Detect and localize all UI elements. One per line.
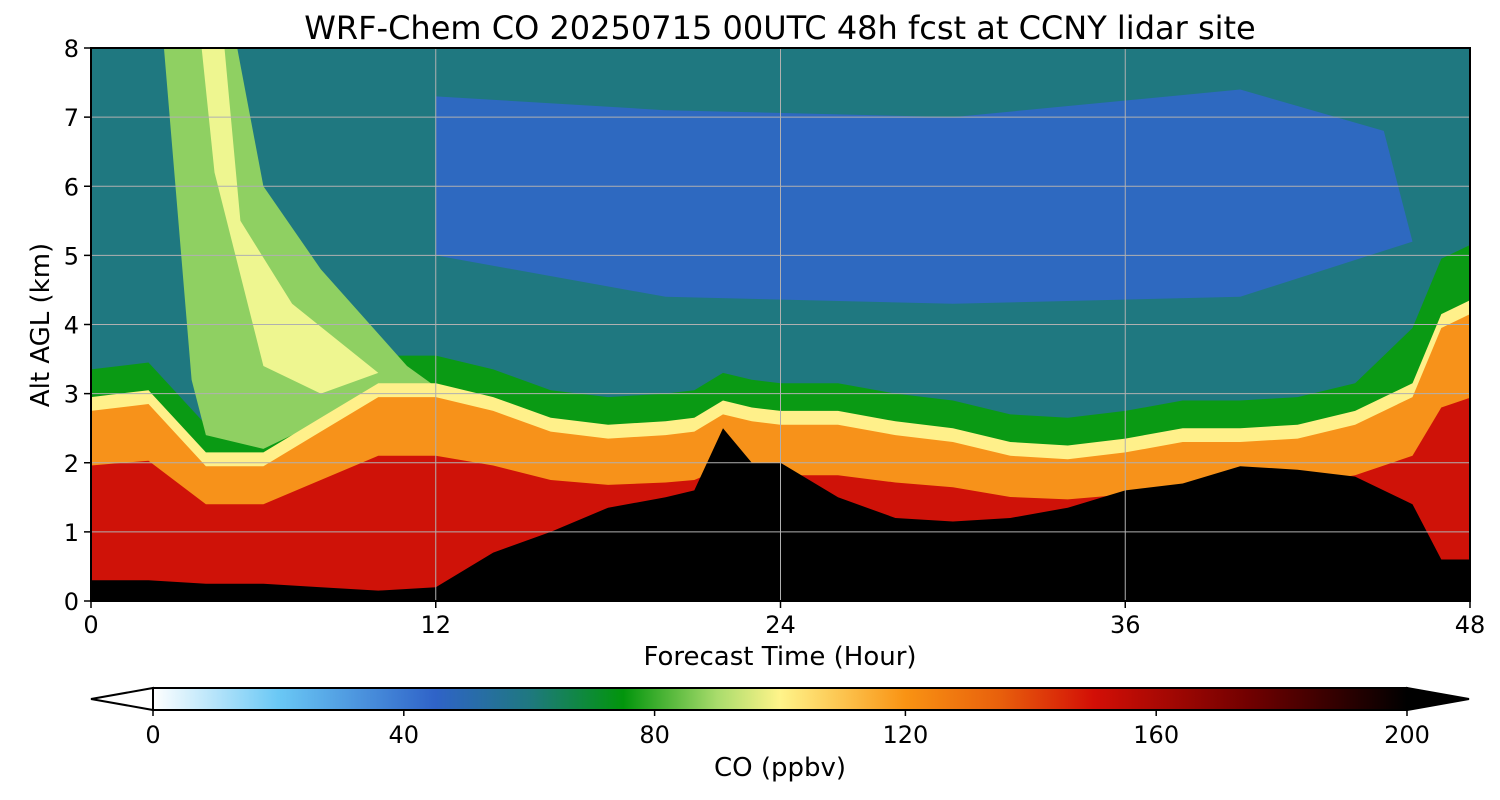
colorbar-tick-label-5: 200	[1384, 721, 1430, 749]
colorbar-tick-label-4: 160	[1133, 721, 1179, 749]
colorbar-label: CO (ppbv)	[714, 753, 846, 783]
free-troposphere-low-co-region	[435, 89, 1413, 304]
colorbar-high-extension	[1406, 686, 1470, 712]
x-axis-label: Forecast Time (Hour)	[643, 642, 916, 672]
y-axis: 0 1 2 3 4 5 6 7 8	[64, 35, 91, 616]
colorbar-body	[153, 688, 1407, 710]
y-tick-label-7: 7	[64, 104, 79, 132]
colorbar-tick-label-3: 120	[882, 721, 928, 749]
y-tick-label-5: 5	[64, 242, 79, 270]
y-tick-label-3: 3	[64, 381, 79, 409]
colorbar-tick-label-1: 40	[389, 721, 420, 749]
x-tick-label-0: 0	[83, 611, 98, 639]
y-tick-label-2: 2	[64, 450, 79, 478]
x-tick-label-3: 36	[1110, 611, 1141, 639]
x-axis: 0 12 24 36 48	[83, 601, 1485, 639]
colorbar: 0 40 80 120 160 200	[90, 686, 1470, 749]
y-tick-label-0: 0	[64, 588, 79, 616]
y-axis-label: Alt AGL (km)	[26, 243, 56, 407]
chart-title: WRF-Chem CO 20250715 00UTC 48h fcst at C…	[304, 9, 1255, 47]
y-tick-label-8: 8	[64, 35, 79, 63]
x-tick-label-1: 12	[420, 611, 451, 639]
colorbar-tick-label-2: 80	[639, 721, 670, 749]
y-tick-label-6: 6	[64, 173, 79, 201]
x-tick-label-2: 24	[765, 611, 796, 639]
y-tick-label-1: 1	[64, 519, 79, 547]
colorbar-frame	[152, 687, 1408, 711]
y-tick-label-4: 4	[64, 312, 79, 340]
colorbar-low-extension	[90, 686, 154, 712]
colorbar-ticks: 0 40 80 120 160 200	[145, 710, 1430, 749]
colorbar-tick-label-0: 0	[145, 721, 160, 749]
x-tick-label-4: 48	[1455, 611, 1486, 639]
